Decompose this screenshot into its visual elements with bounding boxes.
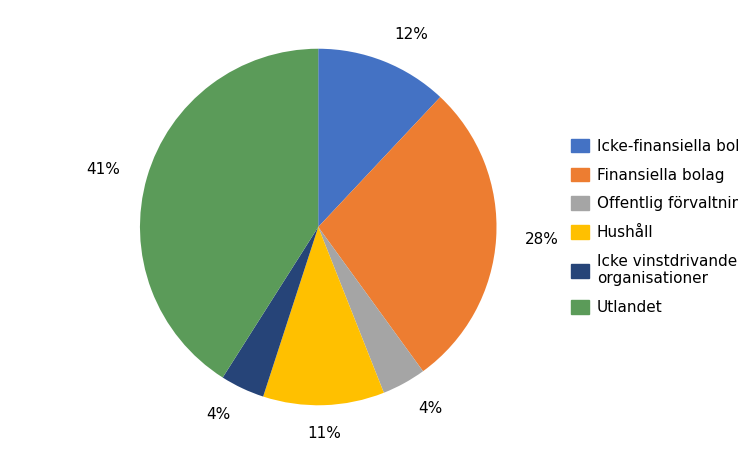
Text: 28%: 28%: [525, 232, 559, 247]
Wedge shape: [140, 49, 318, 378]
Wedge shape: [263, 227, 384, 405]
Legend: Icke-finansiella bolag, Finansiella bolag, Offentlig förvaltning, Hushåll, Icke : Icke-finansiella bolag, Finansiella bola…: [571, 139, 738, 315]
Wedge shape: [318, 49, 441, 227]
Wedge shape: [318, 227, 423, 393]
Wedge shape: [223, 227, 318, 396]
Wedge shape: [318, 97, 497, 371]
Text: 4%: 4%: [418, 401, 442, 416]
Text: 41%: 41%: [86, 162, 120, 177]
Text: 4%: 4%: [206, 407, 230, 422]
Text: 11%: 11%: [308, 426, 342, 441]
Text: 12%: 12%: [394, 27, 428, 42]
